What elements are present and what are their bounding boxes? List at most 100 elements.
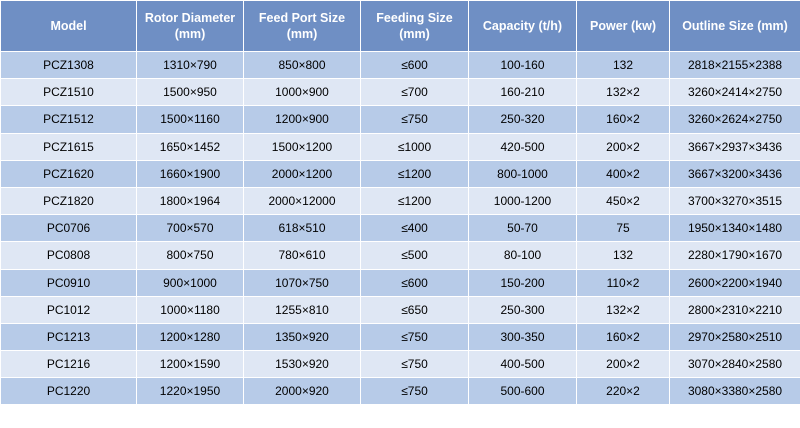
rotor-diameter-cell: 1200×1280: [136, 322, 244, 352]
table-body: PCZ1308 1310×790 850×800 ≤600 100-160 132 2818…: [0, 50, 800, 406]
table-row: PCZ1620 1660×1900 2000×1200 ≤1200 800-1000 40…: [0, 159, 800, 188]
capacity-cell: 150-200: [468, 268, 577, 297]
table-row: PC0706 700×570 618×510 ≤400 50-70 75 1950×1340…: [0, 214, 800, 243]
feeding-size-cell: ≤750: [360, 105, 469, 134]
feed-port-size-cell: 1350×920: [243, 322, 361, 352]
feed-port-size-cell: 1000×900: [243, 78, 361, 107]
rotor-diameter-cell: 800×750: [136, 241, 244, 270]
model-cell: PCZ1820: [0, 186, 137, 216]
model-cell: PCZ1620: [0, 159, 137, 188]
rotor-diameter-cell: 1650×1452: [136, 132, 244, 161]
model-cell: PCZ1510: [0, 78, 137, 107]
capacity-cell: 420-500: [468, 132, 577, 161]
feed-port-size-cell: 1200×900: [243, 105, 361, 134]
capacity-cell: 300-350: [468, 322, 577, 352]
rotor-diameter-cell: 900×1000: [136, 268, 244, 297]
feed-port-size-cell: 2000×920: [243, 377, 361, 406]
model-cell: PC0910: [0, 268, 137, 297]
feed-port-size-cell: 850×800: [243, 50, 361, 80]
table-row: PCZ1308 1310×790 850×800 ≤600 100-160 132 2818…: [0, 50, 800, 80]
outline-size-cell: 3080×3380×2580: [669, 377, 800, 406]
table-row: PC1220 1220×1950 2000×920 ≤750 500-600 220×2 3…: [0, 377, 800, 406]
power-cell: 160×2: [576, 105, 670, 134]
column-header-power: Power (kw): [576, 0, 670, 52]
rotor-diameter-cell: 1660×1900: [136, 159, 244, 188]
outline-size-cell: 2818×2155×2388: [669, 50, 800, 80]
capacity-cell: 1000-1200: [468, 186, 577, 216]
feed-port-size-cell: 1500×1200: [243, 132, 361, 161]
outline-size-cell: 3700×3270×3515: [669, 186, 800, 216]
feed-port-size-cell: 2000×1200: [243, 159, 361, 188]
feeding-size-cell: ≤700: [360, 78, 469, 107]
column-header-feed-port-size: Feed Port Size (mm): [243, 0, 361, 52]
specification-table: Model Rotor Diameter (mm) Feed Port Size (…: [0, 0, 800, 406]
model-cell: PC1213: [0, 322, 137, 352]
table-row: PCZ1615 1650×1452 1500×1200 ≤1000 420-500 200…: [0, 132, 800, 161]
column-header-outline-size: Outline Size (mm): [669, 0, 800, 52]
column-header-model: Model: [0, 0, 137, 52]
power-cell: 132×2: [576, 295, 670, 324]
feed-port-size-cell: 1530×920: [243, 350, 361, 379]
capacity-cell: 800-1000: [468, 159, 577, 188]
feeding-size-cell: ≤400: [360, 214, 469, 243]
column-header-capacity: Capacity (t/h): [468, 0, 577, 52]
rotor-diameter-cell: 700×570: [136, 214, 244, 243]
outline-size-cell: 2970×2580×2510: [669, 322, 800, 352]
feeding-size-cell: ≤750: [360, 322, 469, 352]
rotor-diameter-cell: 1500×950: [136, 78, 244, 107]
power-cell: 400×2: [576, 159, 670, 188]
capacity-cell: 250-320: [468, 105, 577, 134]
table-row: PC1216 1200×1590 1530×920 ≤750 400-500 200×2 3…: [0, 350, 800, 379]
table-row: PC0808 800×750 780×610 ≤500 80-100 132 2280×17…: [0, 241, 800, 270]
table-row: PC1213 1200×1280 1350×920 ≤750 300-350 160×2 2…: [0, 322, 800, 352]
rotor-diameter-cell: 1220×1950: [136, 377, 244, 406]
power-cell: 220×2: [576, 377, 670, 406]
feed-port-size-cell: 780×610: [243, 241, 361, 270]
rotor-diameter-cell: 1500×1160: [136, 105, 244, 134]
feeding-size-cell: ≤1200: [360, 186, 469, 216]
outline-size-cell: 3260×2624×2750: [669, 105, 800, 134]
feed-port-size-cell: 1255×810: [243, 295, 361, 324]
rotor-diameter-cell: 1310×790: [136, 50, 244, 80]
column-header-rotor-diameter: Rotor Diameter (mm): [136, 0, 244, 52]
outline-size-cell: 2600×2200×1940: [669, 268, 800, 297]
power-cell: 160×2: [576, 322, 670, 352]
table-row: PC1012 1000×1180 1255×810 ≤650 250-300 132×2 2…: [0, 295, 800, 324]
rotor-diameter-cell: 1200×1590: [136, 350, 244, 379]
power-cell: 132×2: [576, 78, 670, 107]
capacity-cell: 160-210: [468, 78, 577, 107]
outline-size-cell: 2280×1790×1670: [669, 241, 800, 270]
model-cell: PCZ1308: [0, 50, 137, 80]
capacity-cell: 80-100: [468, 241, 577, 270]
feed-port-size-cell: 2000×12000: [243, 186, 361, 216]
outline-size-cell: 3667×2937×3436: [669, 132, 800, 161]
capacity-cell: 500-600: [468, 377, 577, 406]
feeding-size-cell: ≤650: [360, 295, 469, 324]
power-cell: 110×2: [576, 268, 670, 297]
outline-size-cell: 3667×3200×3436: [669, 159, 800, 188]
outline-size-cell: 3070×2840×2580: [669, 350, 800, 379]
rotor-diameter-cell: 1800×1964: [136, 186, 244, 216]
capacity-cell: 100-160: [468, 50, 577, 80]
feeding-size-cell: ≤750: [360, 350, 469, 379]
outline-size-cell: 1950×1340×1480: [669, 214, 800, 243]
model-cell: PC0808: [0, 241, 137, 270]
header-row: Model Rotor Diameter (mm) Feed Port Size (…: [0, 0, 800, 52]
feeding-size-cell: ≤1200: [360, 159, 469, 188]
rotor-diameter-cell: 1000×1180: [136, 295, 244, 324]
feeding-size-cell: ≤600: [360, 268, 469, 297]
table-row: PCZ1512 1500×1160 1200×900 ≤750 250-320 160×2…: [0, 105, 800, 134]
model-cell: PC1220: [0, 377, 137, 406]
model-cell: PCZ1512: [0, 105, 137, 134]
model-cell: PC1216: [0, 350, 137, 379]
outline-size-cell: 2800×2310×2210: [669, 295, 800, 324]
power-cell: 132: [576, 50, 670, 80]
capacity-cell: 400-500: [468, 350, 577, 379]
model-cell: PCZ1615: [0, 132, 137, 161]
power-cell: 200×2: [576, 350, 670, 379]
table-row: PCZ1510 1500×950 1000×900 ≤700 160-210 132×2 3…: [0, 78, 800, 107]
power-cell: 75: [576, 214, 670, 243]
power-cell: 450×2: [576, 186, 670, 216]
capacity-cell: 50-70: [468, 214, 577, 243]
power-cell: 132: [576, 241, 670, 270]
